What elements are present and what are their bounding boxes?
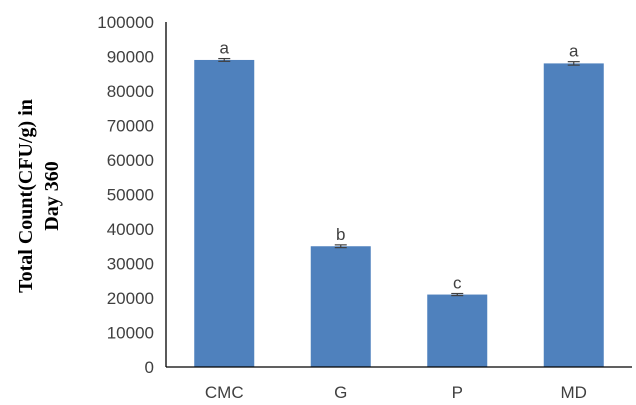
error-bar [334,244,347,249]
x-category-label: CMC [205,383,244,402]
y-tick-label: 100000 [97,13,154,32]
y-tick-label: 30000 [107,255,154,274]
x-axis: CMC G P MD [166,366,632,402]
y-axis-title-line2: Day 360 [41,161,63,230]
x-category-label: MD [561,383,587,402]
bars: a b c a [194,39,604,368]
error-bar [567,61,580,66]
y-tick-label: 50000 [107,186,154,205]
y-axis: 0 10000 20000 30000 40000 50000 60000 70000 8000… [97,13,167,377]
y-tick-label: 70000 [107,117,154,136]
error-bar [451,292,464,297]
bar-g [310,246,371,367]
bar-p [427,294,488,367]
y-tick-label: 60000 [107,151,154,170]
x-category-label: G [334,383,347,402]
error-bar [218,57,231,62]
significance-letter: c [453,274,462,293]
y-tick-label: 10000 [107,324,154,343]
y-tick-label: 20000 [107,289,154,308]
y-tick-label: 90000 [107,48,154,67]
y-axis-title-line1: Total Count(CFU/g) in [15,99,37,293]
y-tick-label: 0 [145,358,154,377]
x-category-label: P [452,383,463,402]
y-tick-label: 80000 [107,82,154,101]
bar-cmc [194,59,255,367]
y-tick-label: 40000 [107,220,154,239]
significance-letter: a [220,39,230,58]
significance-letter: a [569,42,579,61]
significance-letter: b [336,225,345,244]
bar-md [543,63,604,368]
